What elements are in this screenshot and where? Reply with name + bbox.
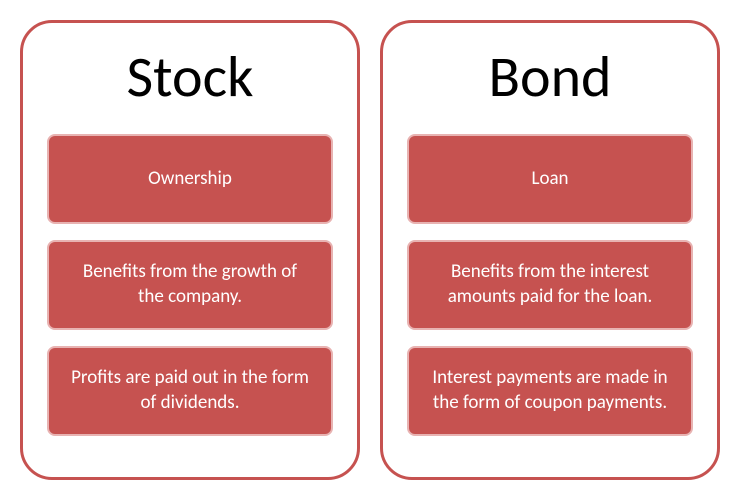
stock-item-1: Ownership [47, 134, 333, 224]
bond-panel: Bond Loan Benefits from the interest amo… [380, 20, 720, 480]
bond-title: Bond [407, 41, 693, 112]
bond-item-1: Loan [407, 134, 693, 224]
bond-item-3: Interest payments are made in the form o… [407, 346, 693, 436]
stock-item-2: Benefits from the growth of the company. [47, 240, 333, 330]
stock-item-3: Profits are paid out in the form of divi… [47, 346, 333, 436]
bond-item-2: Benefits from the interest amounts paid … [407, 240, 693, 330]
stock-title: Stock [47, 41, 333, 112]
stock-panel: Stock Ownership Benefits from the growth… [20, 20, 360, 480]
